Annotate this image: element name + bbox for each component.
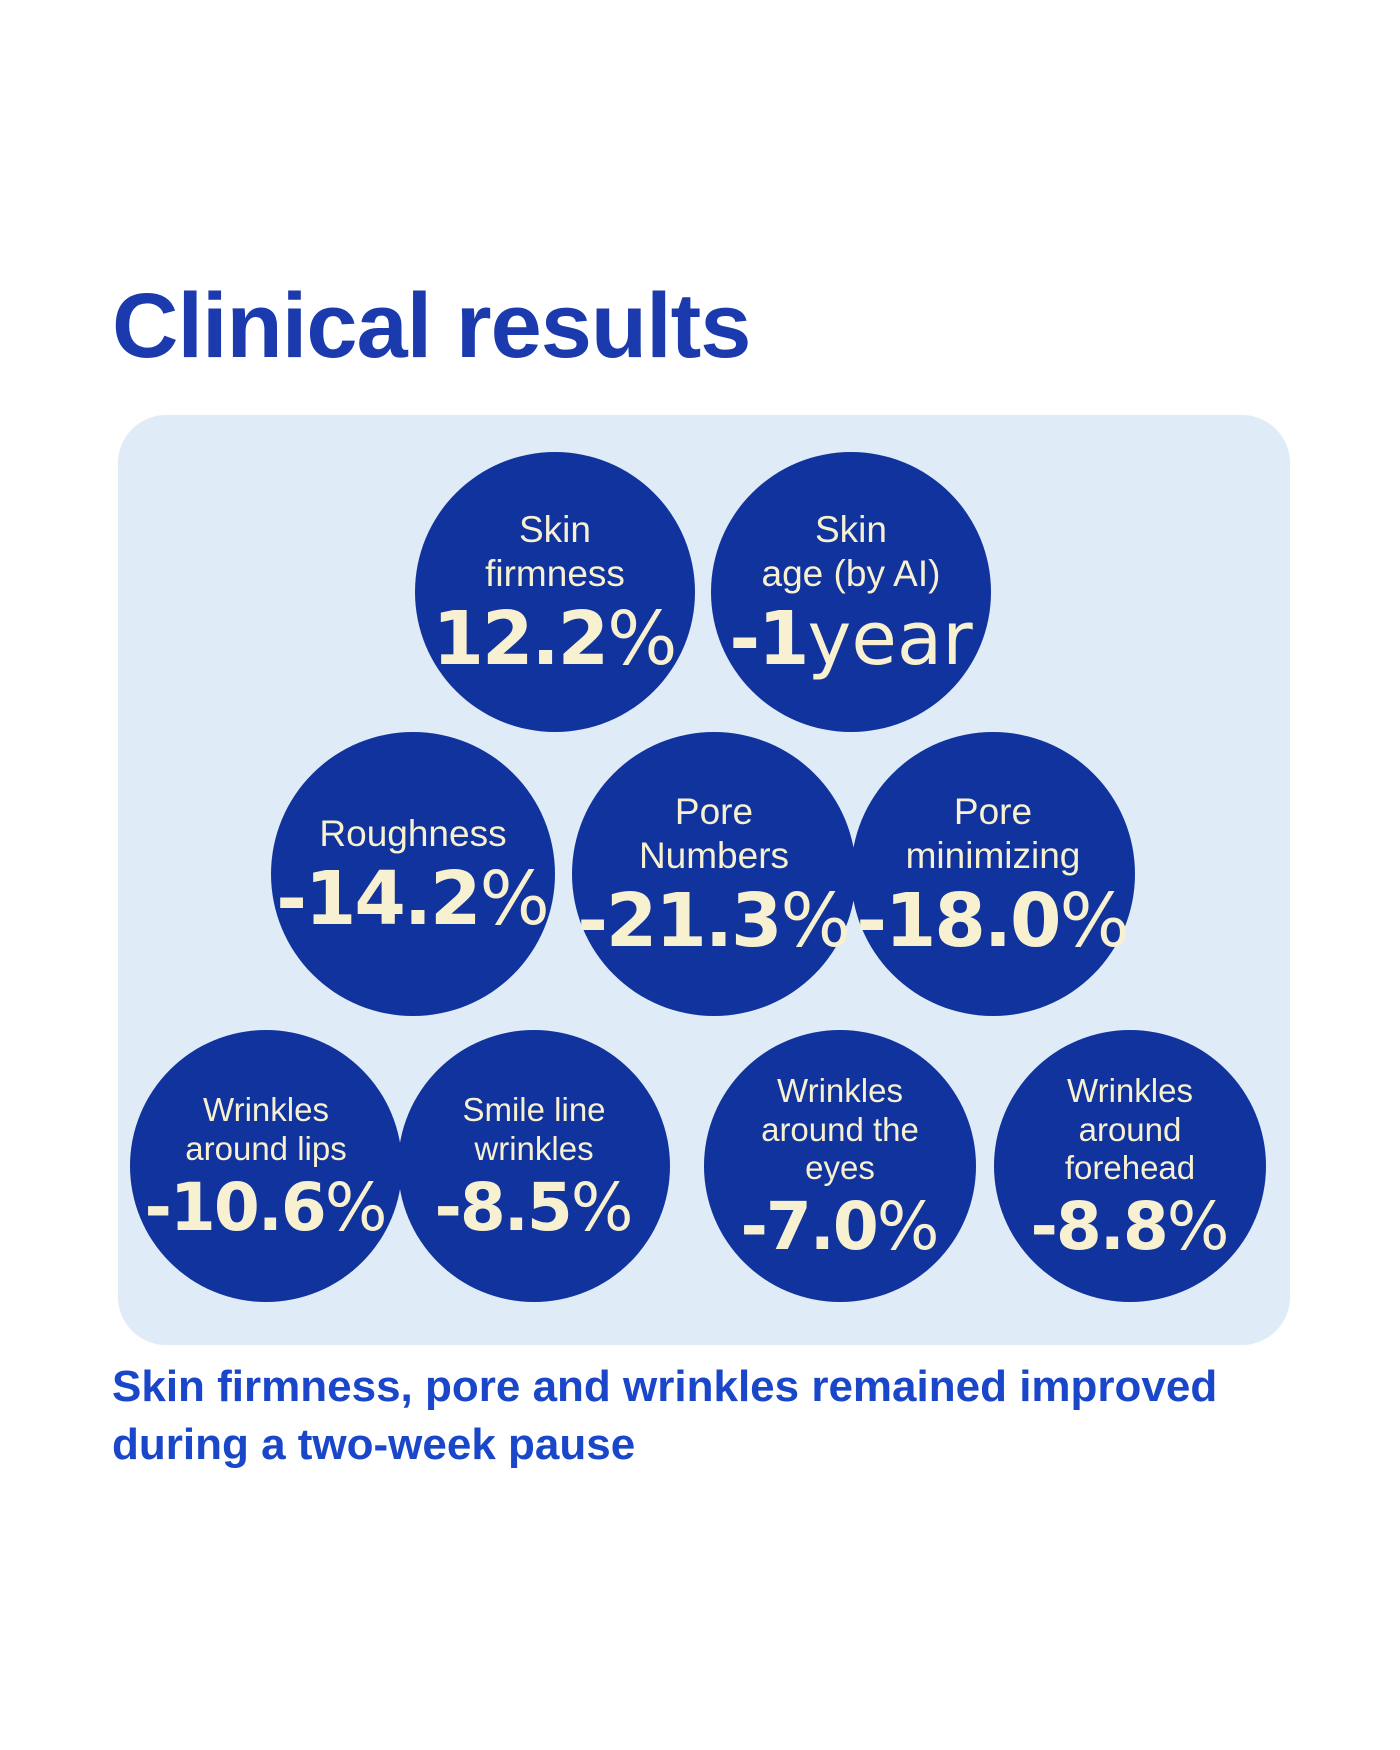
- bubble-value: -21.3%: [577, 884, 851, 958]
- bubble-value-number: -10.6: [144, 1168, 327, 1246]
- bubble-value: -8.8%: [1030, 1194, 1229, 1260]
- bubble-wrinkles-forehead: Wrinkles around forehead -8.8%: [994, 1030, 1266, 1302]
- bubble-skin-firmness: Skin firmness 12.2%: [415, 452, 695, 732]
- bubble-value: -7.0%: [740, 1194, 939, 1260]
- bubble-value-unit: %: [570, 1168, 634, 1246]
- bubble-wrinkles-eyes: Wrinkles around the eyes -7.0%: [704, 1030, 976, 1302]
- bubble-value: -1year: [729, 602, 972, 676]
- bubble-roughness: Roughness -14.2%: [271, 732, 555, 1016]
- bubble-label: Pore minimizing: [905, 791, 1081, 876]
- bubble-wrinkles-lips: Wrinkles around lips -10.6%: [130, 1030, 402, 1302]
- bubble-value-unit: %: [1166, 1188, 1230, 1266]
- bubble-value: -18.0%: [856, 884, 1130, 958]
- bubble-value-unit: %: [324, 1168, 388, 1246]
- bubble-value-number: -7.0: [740, 1188, 878, 1266]
- bubble-pore-numbers: Pore Numbers -21.3%: [572, 732, 856, 1016]
- caption: Skin firmness, pore and wrinkles remaine…: [112, 1362, 1218, 1470]
- bubble-value-number: -8.8: [1030, 1188, 1168, 1266]
- bubble-value: 12.2%: [433, 602, 678, 676]
- results-panel: Skin firmness 12.2% Skin age (by AI) -1y…: [118, 415, 1290, 1345]
- bubble-value-unit: %: [607, 595, 678, 682]
- bubble-value-unit: %: [479, 855, 550, 942]
- bubble-smile-line-wrinkles: Smile line wrinkles -8.5%: [398, 1030, 670, 1302]
- bubble-label: Wrinkles around lips: [185, 1091, 347, 1167]
- bubble-value-unit: %: [780, 877, 851, 964]
- bubble-label: Wrinkles around forehead: [1064, 1071, 1196, 1187]
- bubble-value-unit: %: [876, 1188, 940, 1266]
- bubble-skin-age: Skin age (by AI) -1year: [711, 452, 991, 732]
- bubble-label: Smile line wrinkles: [462, 1091, 606, 1167]
- page-title: Clinical results: [112, 275, 751, 377]
- bubble-label: Pore Numbers: [638, 791, 790, 876]
- bubble-label: Skin firmness: [485, 509, 625, 594]
- bubble-value-unit: year: [807, 595, 973, 682]
- bubble-label: Wrinkles around the eyes: [761, 1071, 919, 1187]
- bubble-value: -8.5%: [434, 1174, 633, 1241]
- bubble-label: Roughness: [319, 813, 507, 855]
- bubble-value-unit: %: [1059, 877, 1130, 964]
- bubble-value-number: -14.2: [276, 855, 481, 942]
- bubble-value-number: -21.3: [577, 877, 782, 964]
- bubble-value: -10.6%: [145, 1174, 388, 1241]
- bubble-label: Skin age (by AI): [761, 509, 941, 594]
- bubble-value-number: 12.2: [432, 595, 610, 682]
- bubble-value-number: -1: [729, 595, 809, 682]
- bubble-value-number: -18.0: [856, 877, 1061, 964]
- bubble-value-number: -8.5: [434, 1168, 572, 1246]
- bubble-pore-minimizing: Pore minimizing -18.0%: [851, 732, 1135, 1016]
- bubble-value: -14.2%: [276, 862, 550, 936]
